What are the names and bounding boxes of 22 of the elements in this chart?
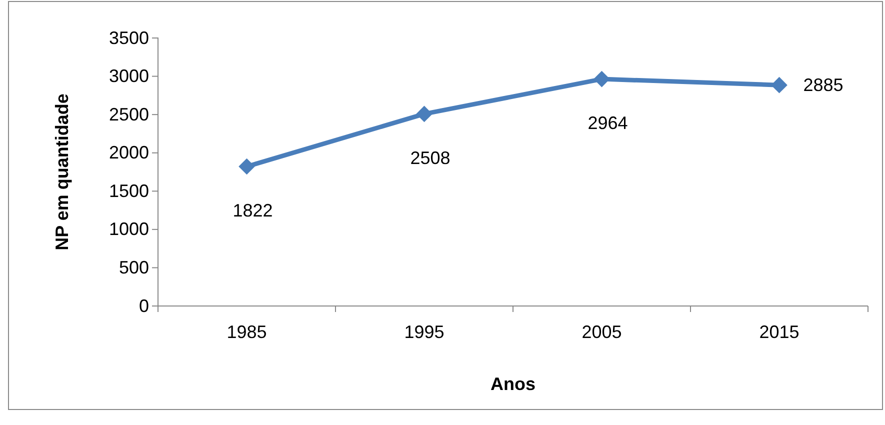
point (771, 76, 788, 94)
x-tick-label: 2005 (582, 322, 622, 342)
y-tick-label: 3000 (108, 66, 149, 86)
data-label: 2508 (410, 148, 450, 168)
x-tick-label: 1985 (226, 322, 267, 342)
data-label: 1822 (232, 200, 273, 220)
y-tick-label: 2500 (108, 104, 149, 124)
data-label: 2964 (588, 113, 628, 134)
y-tick-label: 0 (138, 296, 149, 316)
y-tick-label: 3500 (108, 28, 149, 48)
y-tick-label: 1500 (108, 180, 149, 201)
y-tick-label: 500 (118, 257, 149, 278)
y-axis-title: NP em quantidade (52, 94, 72, 250)
point (416, 106, 432, 122)
y-tick-label: 2000 (108, 142, 149, 163)
x-tick-label: 2015 (759, 322, 800, 342)
point (238, 158, 255, 175)
x-tick-label: 1995 (404, 322, 444, 342)
point (594, 70, 610, 88)
x-axis-title: Anos (490, 374, 536, 394)
y-tick-label: 1000 (108, 219, 149, 240)
data-label: 2885 (803, 75, 844, 96)
